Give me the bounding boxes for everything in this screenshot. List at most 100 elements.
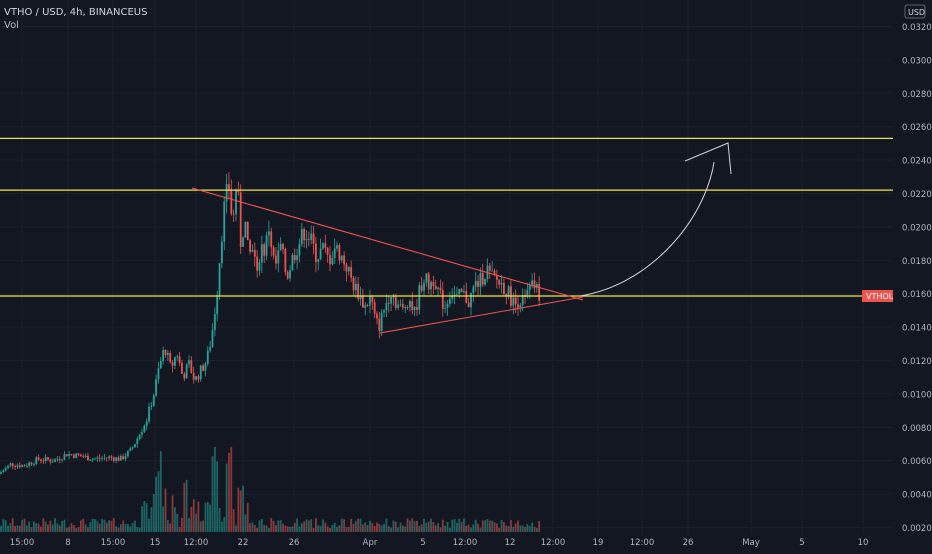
volume-bar: [277, 520, 280, 532]
volume-bar: [495, 523, 498, 532]
volume-bar: [531, 522, 533, 532]
volume-bar: [307, 520, 310, 532]
volume-bar: [326, 526, 329, 532]
volume-bar: [296, 518, 298, 532]
candle-body: [310, 233, 313, 240]
candle-body: [488, 265, 491, 271]
volume-bar: [235, 525, 237, 532]
volume-bar: [174, 507, 176, 532]
candle-body: [531, 280, 533, 285]
candle-body: [25, 465, 28, 467]
x-tick-label: 15:00: [10, 538, 35, 548]
volume-bar: [298, 526, 301, 532]
volume-bar: [68, 526, 71, 532]
volume-bar: [72, 525, 75, 532]
volume-bar: [164, 488, 167, 532]
candle-body: [458, 288, 461, 294]
y-tick-label: 0.0200: [902, 223, 932, 233]
volume-bar: [427, 521, 430, 532]
volume-bar: [441, 519, 444, 532]
candle-body: [40, 459, 42, 461]
volume-bar: [354, 521, 357, 532]
candle-body: [289, 270, 291, 279]
volume-bar: [268, 527, 270, 532]
volume-bar: [185, 479, 188, 532]
volume-bar: [246, 503, 249, 532]
projection-arrow-head: [684, 142, 732, 175]
candle-body: [343, 255, 345, 265]
volume-bar: [42, 518, 45, 532]
candle-body: [94, 458, 96, 460]
volume-bar: [94, 519, 96, 532]
x-tick-label: 12:00: [541, 538, 566, 548]
volume-bar: [35, 523, 38, 532]
candle-body: [354, 283, 357, 291]
candle-body: [11, 463, 14, 467]
candle-body: [171, 362, 174, 366]
candle-body: [265, 235, 268, 256]
volume-bar: [275, 525, 277, 532]
volume-bar: [228, 452, 230, 532]
volume-bar: [16, 525, 19, 532]
candle-body: [216, 295, 219, 315]
candle-body: [404, 307, 407, 308]
candle-body: [258, 262, 261, 271]
volume-bar: [103, 519, 106, 532]
volume-bar: [369, 520, 371, 532]
volume-bar: [500, 519, 503, 532]
x-tick-label: 12:00: [453, 538, 478, 548]
symbol-name-label: VTHOUSD: [866, 292, 906, 301]
volume-bar: [56, 523, 59, 532]
volume-bar: [514, 523, 517, 532]
candle-body: [63, 454, 66, 460]
volume-bar: [279, 520, 282, 532]
x-tick-label: 15: [150, 538, 161, 548]
volume-bar: [486, 519, 489, 532]
volume-bar: [124, 524, 127, 532]
volume-bar: [350, 518, 353, 532]
candle-body: [112, 457, 115, 461]
y-tick-label: 0.0320: [902, 23, 932, 33]
price-axis: 0.0320 0.0300 0.0280 0.0260 0.0240 0.0220 0.02…: [893, 0, 932, 550]
candle-body: [249, 240, 251, 252]
volume-bar: [423, 518, 425, 532]
candle-body: [444, 307, 447, 309]
candle-body: [362, 295, 364, 308]
candle-body: [465, 290, 468, 303]
volume-bar: [47, 524, 49, 532]
candle-body: [376, 313, 378, 319]
candle-body: [218, 263, 221, 296]
candle-body: [152, 395, 155, 406]
candle-body: [253, 249, 256, 257]
volume-bar: [444, 525, 447, 532]
candle-body: [145, 421, 148, 426]
candle-body: [204, 363, 207, 371]
volume-bar: [115, 526, 118, 532]
candle-body: [21, 465, 24, 468]
candle-body: [51, 461, 54, 463]
candle-body: [423, 282, 425, 291]
volume-bar: [176, 513, 179, 532]
candle-body: [178, 356, 181, 363]
volume-bar: [272, 520, 275, 532]
candle-body: [188, 360, 190, 365]
volume-bar: [437, 523, 439, 532]
volume-bar: [519, 525, 522, 532]
x-tick-label: 5: [420, 538, 425, 548]
candle-body: [101, 458, 103, 459]
candle-body: [284, 249, 287, 272]
candle-body: [105, 457, 108, 459]
candle-body: [230, 189, 233, 214]
volume-bar: [458, 518, 461, 532]
y-tick-label: 0.0280: [902, 90, 932, 100]
candle-body: [256, 256, 259, 271]
candle-body: [195, 376, 197, 380]
upper-trendline: [191, 187, 584, 301]
candle-body: [176, 356, 179, 358]
volume-bar: [82, 518, 85, 532]
volume-bar: [77, 526, 80, 532]
candle-body: [409, 301, 411, 308]
volume-bar: [101, 518, 103, 532]
